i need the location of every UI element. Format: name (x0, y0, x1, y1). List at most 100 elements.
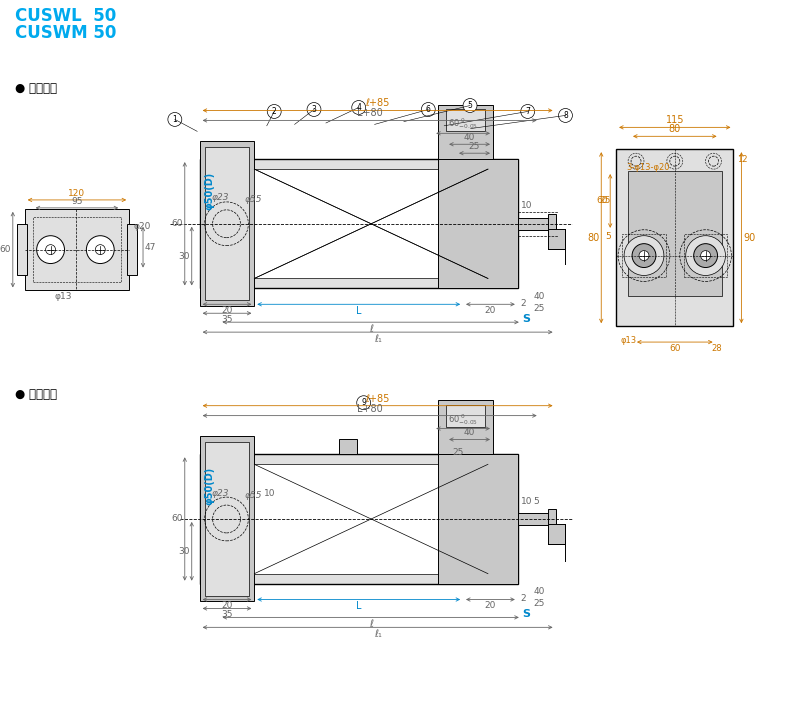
Text: 25: 25 (533, 304, 545, 313)
Circle shape (521, 104, 535, 119)
Text: φ55: φ55 (245, 491, 262, 500)
Bar (25, 209, 129, 290)
Text: 2: 2 (272, 107, 277, 116)
Text: 20: 20 (221, 602, 232, 611)
Text: L: L (356, 602, 362, 611)
Text: 25: 25 (469, 142, 480, 151)
Bar (199, 436, 254, 602)
Text: φ13: φ13 (620, 335, 636, 345)
Bar (17, 224, 27, 275)
Bar (548, 524, 566, 544)
Text: 95: 95 (71, 197, 82, 206)
Circle shape (95, 245, 105, 255)
Text: 20: 20 (485, 306, 496, 316)
Text: 5: 5 (533, 496, 539, 505)
Circle shape (624, 236, 664, 275)
Text: ℓ: ℓ (369, 324, 373, 334)
Bar (518, 513, 555, 525)
Text: 20: 20 (485, 602, 496, 611)
Bar (254, 465, 488, 574)
Bar (128, 224, 137, 275)
Text: 1: 1 (173, 115, 178, 124)
Text: 30: 30 (178, 547, 190, 556)
Text: 60: 60 (0, 245, 10, 254)
Text: 80: 80 (587, 233, 600, 243)
Bar (628, 171, 721, 297)
Bar (548, 229, 566, 249)
Text: 6: 6 (426, 105, 431, 114)
Bar (684, 234, 727, 277)
Text: φ50(D): φ50(D) (205, 467, 215, 505)
Circle shape (46, 245, 56, 255)
Text: 5: 5 (605, 232, 611, 241)
Circle shape (168, 112, 182, 126)
Text: 80: 80 (669, 124, 681, 134)
Text: 60: 60 (669, 344, 680, 353)
Text: 10: 10 (521, 201, 533, 210)
Text: S: S (523, 314, 531, 324)
Bar (548, 509, 555, 529)
Text: ℓ+85: ℓ+85 (366, 98, 390, 109)
Circle shape (36, 236, 65, 263)
Text: 120: 120 (69, 189, 86, 198)
Circle shape (421, 102, 435, 116)
Text: CUSWM 50: CUSWM 50 (15, 24, 116, 42)
Text: φ20: φ20 (133, 222, 150, 232)
Bar (548, 214, 555, 234)
Text: 60: 60 (596, 196, 608, 205)
Text: 25: 25 (452, 448, 463, 457)
Text: $60^{\ 0}_{-0.05}$: $60^{\ 0}_{-0.05}$ (448, 116, 479, 131)
Circle shape (86, 236, 115, 263)
Text: 47: 47 (145, 243, 157, 251)
Text: L+80: L+80 (357, 404, 383, 414)
Text: 5: 5 (467, 101, 472, 110)
Text: φ23: φ23 (211, 489, 229, 498)
Text: φ13: φ13 (55, 292, 72, 301)
Text: L: L (356, 306, 362, 316)
Bar (446, 109, 485, 131)
Bar (438, 455, 518, 584)
Circle shape (639, 251, 649, 261)
Text: 9: 9 (362, 398, 366, 407)
Bar (438, 104, 493, 159)
Text: 25: 25 (533, 599, 545, 608)
Bar (438, 159, 518, 288)
Text: 30: 30 (178, 251, 190, 261)
Text: ● 双弹簧型: ● 双弹簧型 (15, 388, 56, 401)
Bar (438, 400, 493, 455)
Text: 40: 40 (464, 133, 475, 143)
Circle shape (686, 236, 725, 275)
Text: 25: 25 (600, 196, 611, 205)
Text: 60: 60 (171, 220, 182, 228)
Text: ℓ+85: ℓ+85 (366, 394, 390, 404)
Text: 20: 20 (221, 306, 232, 316)
Text: 8: 8 (563, 111, 568, 120)
Bar (199, 141, 254, 306)
Circle shape (352, 100, 366, 114)
Text: 115: 115 (666, 115, 684, 126)
Text: 90: 90 (743, 233, 755, 243)
Text: 10: 10 (521, 496, 533, 505)
Text: φ23: φ23 (211, 193, 229, 203)
Text: 35: 35 (221, 315, 232, 324)
Bar (622, 234, 666, 277)
Text: φ50(D): φ50(D) (205, 172, 215, 210)
Bar (33, 217, 121, 282)
Circle shape (558, 109, 572, 122)
Text: 7: 7 (525, 107, 530, 116)
Text: 40: 40 (464, 429, 475, 438)
Text: 40: 40 (533, 292, 545, 301)
Bar (339, 439, 357, 455)
Text: φ55: φ55 (245, 196, 262, 205)
Text: 4: 4 (356, 103, 362, 112)
Text: L+80: L+80 (357, 109, 383, 119)
Circle shape (694, 244, 717, 268)
Text: 3-φ13-φ20: 3-φ13-φ20 (626, 162, 670, 172)
Text: S: S (523, 609, 531, 619)
Bar (617, 149, 734, 326)
Text: ℓ₁: ℓ₁ (374, 334, 382, 344)
Bar (199, 159, 518, 288)
Circle shape (267, 104, 281, 119)
Bar (254, 169, 488, 278)
Bar (205, 148, 249, 300)
